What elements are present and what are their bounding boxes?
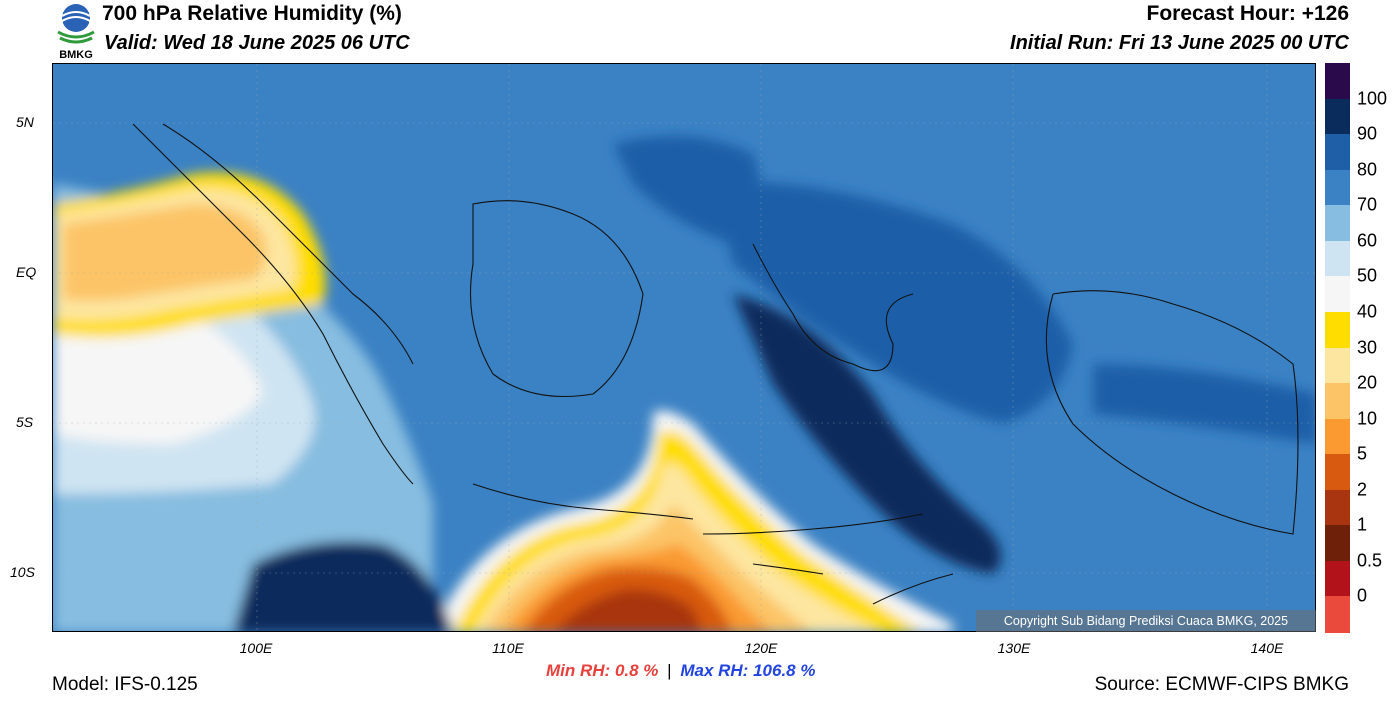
chart-title: 700 hPa Relative Humidity (%) bbox=[102, 2, 402, 25]
humidity-map bbox=[52, 63, 1316, 632]
initial-run: Initial Run: Fri 13 June 2025 00 UTC bbox=[1010, 32, 1349, 54]
colorbar-segment bbox=[1325, 454, 1350, 491]
copyright-notice: Copyright Sub Bidang Prediksi Cuaca BMKG… bbox=[976, 610, 1316, 632]
colorbar-label: 20 bbox=[1357, 372, 1378, 393]
colorbar-label: 2 bbox=[1357, 479, 1368, 500]
colorbar-segment bbox=[1325, 596, 1350, 633]
coastlines bbox=[132, 123, 1299, 605]
lon-label-120e: 120E bbox=[744, 640, 778, 656]
bmkg-logo: BMKG bbox=[52, 2, 100, 61]
colorbar-label: 60 bbox=[1357, 230, 1378, 251]
colorbar-label: 0.5 bbox=[1357, 550, 1383, 571]
max-rh-value: 106.8 % bbox=[753, 661, 816, 680]
colorbar-segment bbox=[1325, 418, 1350, 455]
lon-label-140e: 140E bbox=[1250, 640, 1284, 656]
colorbar-label: 90 bbox=[1357, 123, 1378, 144]
lon-label-100e: 100E bbox=[239, 640, 273, 656]
colorbar-label: 30 bbox=[1357, 337, 1378, 357]
lon-label-110e: 110E bbox=[492, 640, 524, 656]
colorbar-segment bbox=[1325, 169, 1350, 206]
colorbar-segment bbox=[1325, 134, 1350, 171]
logo-text: BMKG bbox=[59, 49, 93, 60]
colorbar-segment bbox=[1325, 311, 1350, 348]
colorbar-label: 80 bbox=[1357, 159, 1378, 180]
lat-label-5n: 5N bbox=[16, 114, 34, 130]
lat-label-10s: 10S bbox=[10, 564, 35, 580]
colorbar-label: 0 bbox=[1357, 585, 1368, 606]
colorbar-label: 5 bbox=[1357, 443, 1368, 464]
valid-time: Valid: Wed 18 June 2025 06 UTC bbox=[104, 32, 410, 54]
colorbar-label: 70 bbox=[1357, 194, 1378, 215]
colorbar-label: 10 bbox=[1357, 408, 1378, 429]
colorbar-label: 40 bbox=[1357, 301, 1378, 322]
min-rh-value: 0.8 % bbox=[614, 661, 659, 680]
data-source: Source: ECMWF-CIPS BMKG bbox=[1094, 674, 1349, 695]
colorbar-label: 1 bbox=[1357, 514, 1368, 535]
colorbar-segment bbox=[1325, 347, 1350, 384]
colorbar-segment bbox=[1325, 63, 1350, 100]
colorbar-segment bbox=[1325, 240, 1350, 277]
colorbar bbox=[1325, 63, 1350, 633]
colorbar-label: 100 bbox=[1357, 88, 1388, 109]
rh-stats: Min RH: 0.8 % | Max RH: 106.8 % bbox=[546, 661, 815, 681]
min-rh-label: Min RH: bbox=[546, 661, 611, 680]
colorbar-segment bbox=[1325, 489, 1350, 526]
colorbar-segment bbox=[1325, 276, 1350, 313]
lat-label-eq: EQ bbox=[16, 264, 37, 280]
max-rh-label: Max RH: bbox=[680, 661, 749, 680]
colorbar-segment bbox=[1325, 205, 1350, 242]
colorbar-segment bbox=[1325, 98, 1350, 135]
colorbar-label: 50 bbox=[1357, 265, 1378, 286]
colorbar-segment bbox=[1325, 525, 1350, 562]
lat-label-5s: 5S bbox=[16, 414, 34, 430]
colorbar-segment bbox=[1325, 560, 1350, 597]
lon-label-130e: 130E bbox=[997, 640, 1031, 656]
stats-separator: | bbox=[667, 661, 672, 680]
forecast-hour: Forecast Hour: +126 bbox=[1146, 2, 1350, 25]
model-name: Model: IFS-0.125 bbox=[52, 674, 198, 695]
colorbar-segment bbox=[1325, 383, 1350, 420]
